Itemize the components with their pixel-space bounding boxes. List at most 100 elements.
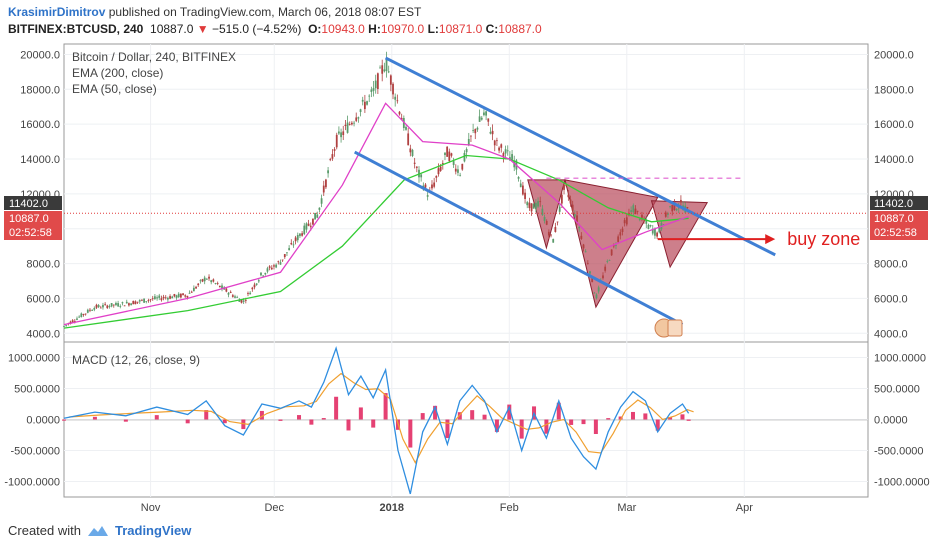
candle-body (547, 231, 550, 236)
candle-body (457, 169, 459, 173)
macd-hist-bar (556, 402, 561, 420)
channel-lower-line (353, 150, 684, 326)
macd-hist-bar (62, 419, 66, 421)
candle-body (420, 174, 423, 178)
macd-hist-bar (420, 413, 425, 420)
down-triangle-icon: ▼ (196, 22, 209, 36)
macd-hist-bar (544, 419, 549, 434)
close-value: 10887.0 (498, 22, 542, 36)
candle-body (517, 177, 520, 179)
candle-body (104, 303, 107, 305)
price-tick-right: 4000.0 (874, 328, 908, 340)
price-tick-left: 6000.0 (26, 293, 60, 305)
footer: Created with TradingView (8, 523, 191, 538)
candle-body (251, 287, 254, 290)
candle-body (80, 313, 83, 318)
candle-body (476, 127, 479, 130)
candle-body (586, 263, 589, 264)
last-price-right: 10887.0 (874, 213, 914, 225)
candle-body (634, 208, 637, 215)
candle-body (413, 162, 416, 164)
candle-body (385, 58, 388, 72)
time-tick: Feb (500, 502, 519, 514)
candle-body (128, 303, 130, 306)
candle-body (273, 265, 275, 267)
candle-body (182, 293, 184, 296)
candle-body (268, 266, 271, 268)
tradingview-brand[interactable]: TradingView (114, 523, 192, 538)
candle-body (340, 132, 342, 138)
tradingview-logo-icon (87, 525, 108, 536)
macd-tick-left: -1000.0000 (4, 477, 60, 489)
price-tick-right: 14000.0 (874, 154, 914, 166)
chart-header: KrasimirDimitrov published on TradingVie… (8, 0, 928, 40)
time-tick: 2018 (380, 502, 404, 514)
macd-tick-right: 1000.0000 (874, 353, 926, 365)
price-change: −515.0 (−4.52%) (212, 22, 302, 36)
macd-hist-bar (606, 418, 611, 420)
candle-body (112, 304, 115, 306)
last-price-tag-left: 10887.0 02:52:58 (4, 211, 62, 240)
candle-body (123, 305, 126, 307)
candle-body (99, 307, 102, 309)
macd-hist-bar (259, 410, 264, 420)
candle-body (348, 124, 351, 125)
candle-body (149, 299, 152, 301)
candle-body (654, 228, 656, 236)
candle-body (463, 152, 466, 162)
candle-body (489, 131, 492, 134)
candle-body (454, 168, 457, 172)
candle-body (130, 303, 133, 305)
candle-body (474, 129, 477, 134)
macd-hist-bar (154, 415, 159, 420)
candle-body (264, 272, 267, 275)
candle-body (370, 89, 373, 92)
candle-body (292, 244, 295, 246)
macd-legend: MACD (12, 26, close, 9) (72, 353, 200, 367)
buy-zone-label: buy zone (787, 229, 860, 249)
last-price-tag-right: 10887.0 02:52:58 (870, 211, 928, 240)
candle-body (606, 261, 609, 262)
low-value: 10871.0 (438, 22, 483, 36)
candle-body (266, 268, 269, 272)
candle-body (647, 224, 650, 229)
candle-body (121, 302, 124, 304)
candle-body (545, 220, 548, 225)
candle-body (576, 215, 578, 222)
macd-hist-bar (185, 419, 190, 424)
candle-body (190, 291, 193, 293)
candle-body (470, 135, 472, 137)
candle-body (645, 220, 648, 224)
candle-body (415, 166, 418, 168)
macd-hist-bar (383, 393, 388, 420)
candle-body (465, 149, 468, 153)
events-badge-icon[interactable] (654, 318, 683, 338)
author-link[interactable]: KrasimirDimitrov (8, 5, 106, 19)
candle-body (76, 318, 78, 320)
buy-zone-arrowhead (765, 234, 776, 245)
candle-body (407, 133, 410, 146)
candle-body (158, 295, 161, 298)
candle-body (623, 220, 626, 224)
candle-body (483, 112, 485, 116)
candle-body (138, 300, 141, 302)
candle-body (686, 206, 689, 209)
candle-body (625, 217, 628, 225)
candle-body (608, 260, 611, 261)
macd-hist-bar (519, 419, 524, 439)
candle-body (303, 225, 306, 235)
candle-body (255, 283, 258, 285)
close-label: C: (485, 22, 499, 36)
created-with-text: Created with (8, 523, 81, 538)
candle-body (173, 293, 176, 297)
candle-body (541, 208, 544, 215)
candle-body (478, 116, 481, 122)
candle-body (322, 185, 325, 193)
candle-body (530, 203, 533, 212)
candle-body (134, 301, 137, 305)
candle-body (398, 111, 401, 115)
candle-body (500, 144, 503, 148)
candle-body (195, 286, 197, 289)
price-tick-right: 6000.0 (874, 293, 908, 305)
